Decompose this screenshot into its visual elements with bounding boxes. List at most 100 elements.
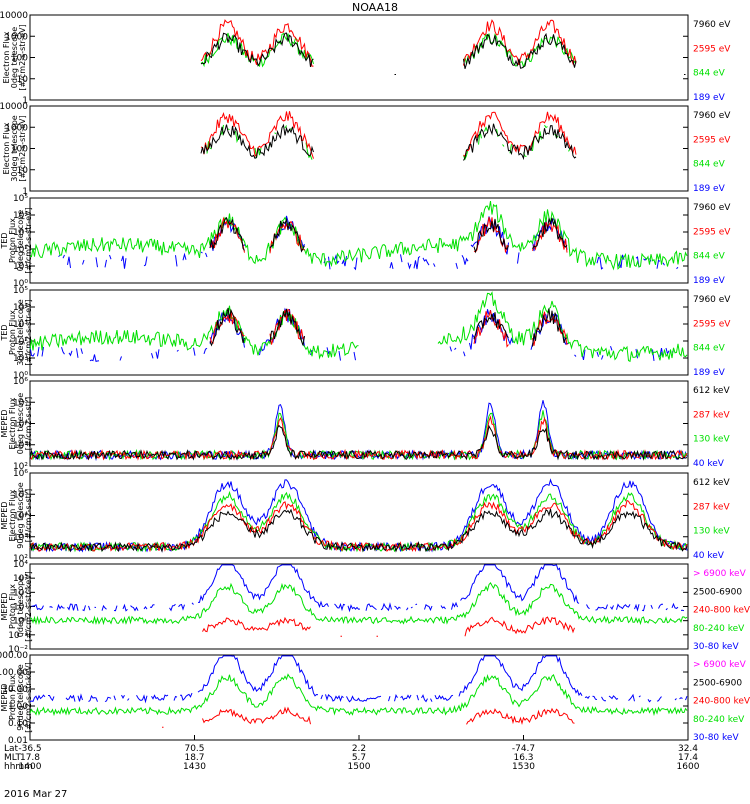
legend-entry: 240-800 keV	[693, 697, 750, 707]
y-tick-label: 100	[11, 145, 28, 155]
x-row-label: hhmm	[4, 762, 33, 772]
y-axis-label: Electron Flux	[2, 31, 11, 83]
y-tick-label: 10³	[13, 320, 28, 330]
panel-ted-e-0: 1 10 100 1000 10000 Electron Flux 0deg telesco…	[0, 11, 731, 106]
y-tick-label: 1000	[5, 32, 28, 42]
series-black	[209, 307, 568, 347]
legend-entry: 844 eV	[693, 69, 726, 79]
x-tick-label-hhmm: 1430	[183, 762, 206, 772]
y-axis-label: [#/cm2-s-str-eV]	[24, 299, 33, 365]
series-black	[209, 216, 568, 254]
plot-title: NOAA18	[352, 1, 398, 14]
legend-entry: 7960 eV	[693, 20, 731, 30]
y-tick-label: 10²	[13, 245, 28, 255]
y-tick-label: 10⁵	[13, 286, 28, 296]
y-tick-label: 10⁴	[13, 303, 28, 313]
y-tick-label: 10⁴	[13, 211, 28, 221]
legend-entry: > 6900 keV	[693, 569, 747, 579]
y-tick-label: 0.01	[8, 736, 28, 746]
legend-entry: 7960 eV	[693, 295, 731, 305]
legend-entry: 130 keV	[693, 527, 730, 537]
series-green	[29, 291, 688, 363]
panel-frame	[29, 197, 689, 284]
y-axis-label: Proton Flux	[8, 218, 17, 263]
legend-entry: 30-80 keV	[693, 642, 739, 652]
legend-entry: 2500-6900	[693, 587, 742, 597]
y-tick-label: 10⁵	[13, 490, 28, 500]
y-tick-label: 10¹	[13, 354, 28, 364]
y-axis-label: 0deg telescope	[16, 576, 25, 637]
y-axis-label: Electron Flux	[8, 489, 17, 541]
y-axis-label: [#/cm2-s-str-keV]	[24, 662, 33, 733]
y-tick-label: 10⁴	[13, 512, 28, 522]
y-tick-label: 10⁻¹	[8, 631, 28, 641]
series-black	[200, 123, 577, 161]
legend-entry: 7960 eV	[693, 111, 731, 121]
y-axis-label: 0deg telescope	[16, 210, 25, 271]
series-red	[209, 216, 568, 254]
y-tick-label: 10⁰	[13, 617, 28, 627]
y-axis-label: [#/cm2-s-str-eV]	[18, 24, 27, 90]
legend-entry: 287 keV	[693, 410, 730, 420]
legend-entry: 30-80 keV	[693, 733, 739, 743]
legend-entry: 189 eV	[693, 368, 726, 378]
y-tick-label: 0.10	[8, 719, 28, 729]
y-axis-label: MEPED	[0, 502, 9, 530]
series-red	[162, 708, 647, 727]
legend-entry: 40 keV	[693, 459, 725, 469]
x-tick-label-mlt: 17.8	[20, 753, 40, 763]
legend-entry: 130 keV	[693, 435, 730, 445]
x-tick-label-lat: -36.5	[18, 744, 41, 754]
y-axis-label: 30deg telescope	[10, 115, 19, 182]
y-axis-label: Electron Flux	[8, 397, 17, 449]
series-green	[29, 673, 688, 717]
legend-entry: 844 eV	[693, 160, 726, 170]
y-tick-label: 10⁵	[13, 194, 28, 204]
panel-frame	[29, 105, 689, 192]
y-tick-label: 10⁴	[13, 420, 28, 430]
x-tick-label-hhmm: 1500	[348, 762, 371, 772]
y-axis-label: MEPED	[0, 684, 9, 712]
series-blue	[32, 565, 688, 611]
panel-ted-p-30: 10⁰ 10¹ 10² 10³ 10⁴ 10⁵ TED Proton Flux 30deg te…	[0, 286, 731, 381]
y-axis-label: [#/cm2-s-str]	[24, 489, 33, 542]
y-tick-label: 100.00	[0, 668, 28, 678]
y-tick-label: 10000	[0, 102, 28, 112]
legend-entry: 844 eV	[693, 344, 726, 354]
series-red	[209, 308, 568, 348]
x-tick-label-mlt: 17.4	[678, 753, 698, 763]
series-blue	[29, 655, 688, 704]
y-tick-label: 10³	[13, 533, 28, 543]
y-tick-label: 10⁵	[13, 398, 28, 408]
y-tick-label: 10.00	[2, 685, 28, 695]
y-axis-label: 0deg telescope	[16, 393, 25, 454]
series-green	[29, 582, 688, 626]
legend-entry: 2595 eV	[693, 227, 731, 237]
y-tick-label: 10²	[13, 554, 28, 564]
legend-entry: 189 eV	[693, 93, 726, 103]
y-tick-label: 10²	[13, 588, 28, 598]
panel-meped-e-0: 10² 10³ 10⁴ 10⁵ 10⁶ MEPED Electron Flux 0deg te…	[0, 377, 730, 472]
panel-meped-p-90: 0.01 0.10 1.00 10.00 100.00 1000.00 MEPEDProto…	[0, 651, 750, 746]
y-axis-label: 90deg telescope	[16, 664, 25, 731]
y-axis-label: 90deg telescope	[16, 482, 25, 549]
legend-entry: 2595 eV	[693, 135, 731, 145]
y-tick-label: 10000	[0, 11, 28, 21]
legend-entry: 612 keV	[693, 478, 730, 488]
legend-entry: 189 eV	[693, 276, 726, 286]
series-black	[29, 508, 688, 553]
y-tick-label: 10⁰	[13, 371, 28, 381]
x-tick-label-mlt: 16.3	[513, 753, 533, 763]
x-row-label: MLT	[4, 753, 22, 763]
series-green	[29, 201, 688, 271]
x-tick-label-lat: 32.4	[678, 744, 698, 754]
legend-entry: 2595 eV	[693, 319, 731, 329]
x-tick-label-lat: 2.2	[352, 744, 366, 754]
series-black	[29, 424, 688, 461]
y-tick-label: 10⁻²	[8, 645, 28, 655]
panel-ted-e-30: 1 10 100 1000 10000 Electron Flux 30deg telesc…	[0, 102, 731, 197]
y-tick-label: 10²	[13, 337, 28, 347]
panel-meped-e-90: 10² 10³ 10⁴ 10⁵ 10⁶ MEPED Electron Flux 90deg t…	[0, 469, 730, 564]
